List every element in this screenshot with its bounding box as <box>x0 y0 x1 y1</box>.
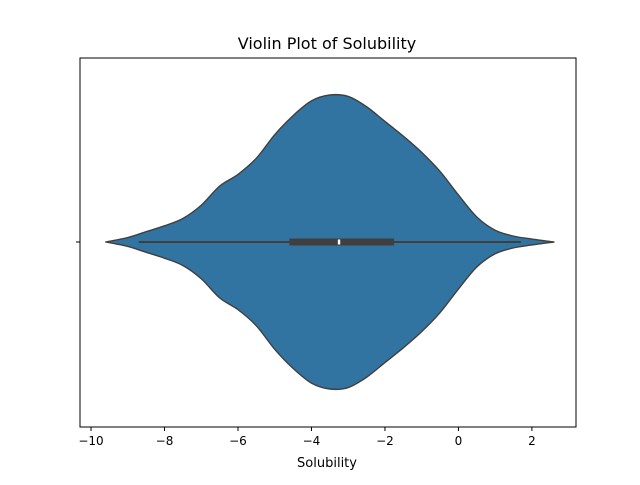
x-tick-label: −4 <box>303 434 321 448</box>
x-tick-label: 0 <box>455 434 463 448</box>
axes-layer: −10 −8 −6 −4 −2 0 2 <box>76 57 577 448</box>
x-axis-label: Solubility <box>297 456 357 471</box>
x-tick-label: 2 <box>528 434 536 448</box>
x-tick-label: −6 <box>229 434 247 448</box>
iqr-box <box>289 238 395 246</box>
x-tick-label: −2 <box>376 434 394 448</box>
box-layer <box>138 238 521 246</box>
x-tick-label: −8 <box>156 434 174 448</box>
x-tick-label: −10 <box>78 434 103 448</box>
median-marker <box>337 239 341 245</box>
chart-title: Violin Plot of Solubility <box>238 34 416 53</box>
